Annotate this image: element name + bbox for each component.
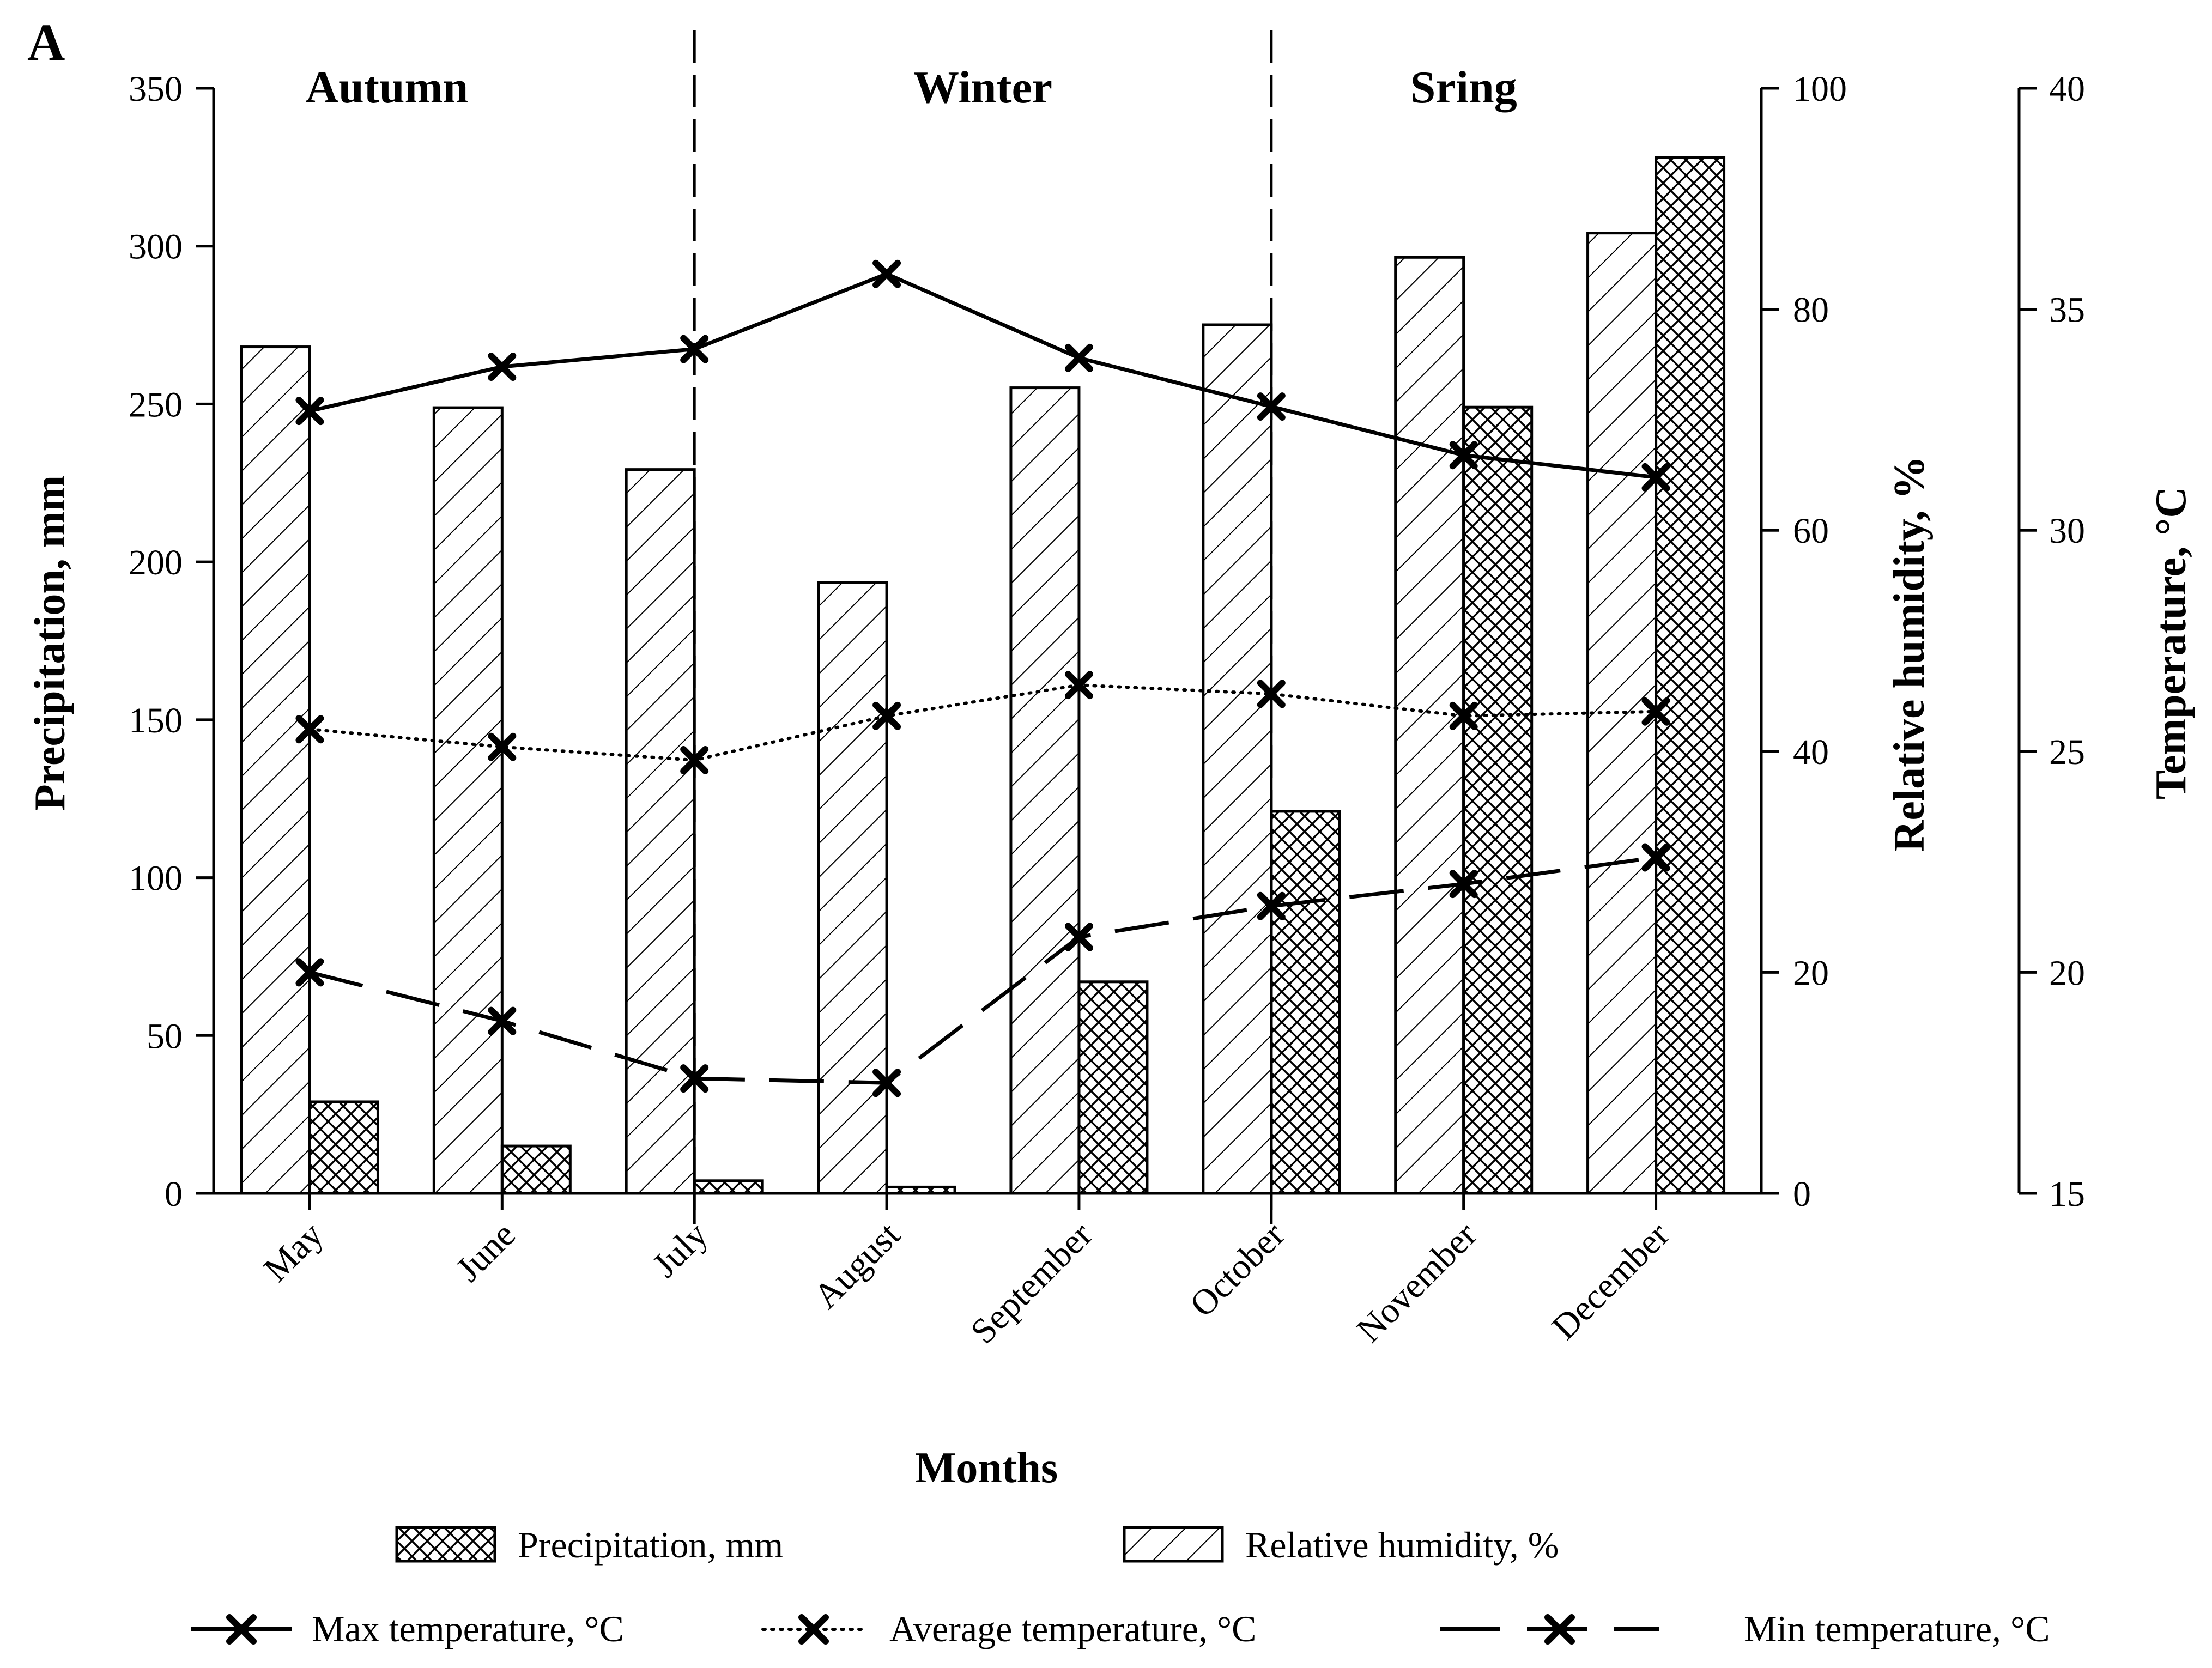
precipitation-bar-july [693, 1179, 764, 1195]
axes: 0 50 100 150 200 250 300 350 0 20 40 60 80 100 15 20 25 3… [129, 69, 2085, 1214]
marker-solid-june [488, 353, 517, 381]
marker-solid-november [1449, 441, 1478, 470]
marker-solid-may [295, 397, 324, 426]
marker-dashed-june [488, 1006, 517, 1035]
marker-solid-october [1257, 392, 1286, 421]
legend-marker-avg [798, 1614, 829, 1645]
legend-marker-max [226, 1614, 257, 1645]
precipitation-bar-september [1077, 980, 1149, 1195]
marker-dotted-may [295, 715, 324, 744]
season-label-2: Winter [913, 62, 1052, 113]
temperature-axis-tick-label-40: 40 [2049, 69, 2085, 109]
month-label-august: August [806, 1215, 907, 1316]
humidity-axis-tick-label-20: 20 [1793, 953, 1829, 993]
marker-dashed-july [680, 1064, 709, 1093]
temperature-axis-tick-label-35: 35 [2049, 290, 2085, 330]
line-dashed-temperature [309, 856, 1657, 1085]
legend-label-humidity: Relative humidity, % [1245, 1524, 1559, 1566]
precipitation-axis-tick-label-150: 150 [129, 701, 183, 741]
panel-label: A [27, 13, 65, 71]
humidity-axis-tick-label-40: 40 [1793, 732, 1829, 772]
temperature-axis-title: Temperature, °C [2147, 487, 2195, 799]
precipitation-axis-title: Precipitation, mm [26, 475, 74, 811]
month-label-december: December [1544, 1215, 1677, 1347]
marker-dotted-september [1064, 671, 1093, 700]
marker-dashed-august [872, 1069, 901, 1097]
month-label-june: June [449, 1215, 523, 1289]
humidity-axis-title: Relative humidity, % [1886, 456, 1934, 852]
precipitation-axis-tick-label-100: 100 [129, 859, 183, 899]
humidity-bar-may [240, 345, 311, 1195]
temperature-lines [295, 259, 1670, 1097]
humidity-bar-october [1202, 323, 1273, 1195]
marker-dashed-may [295, 958, 324, 987]
marker-dotted-december [1641, 697, 1670, 726]
marker-dotted-august [872, 701, 901, 730]
month-label-july: July [645, 1215, 715, 1285]
precipitation-bar-may [308, 1100, 379, 1195]
legend-swatch-humidity [1123, 1526, 1224, 1563]
humidity-axis-tick-label-80: 80 [1793, 290, 1829, 330]
month-label-october: October [1182, 1215, 1292, 1325]
humidity-bar-july [625, 468, 696, 1195]
precipitation-bars [308, 156, 1726, 1195]
humidity-bar-june [432, 406, 504, 1195]
month-label-september: September [963, 1215, 1100, 1351]
month-tick-labels: May June July August September October Novembe… [256, 1215, 1677, 1351]
marker-dashed-november [1449, 870, 1478, 899]
marker-dashed-december [1641, 843, 1670, 872]
precipitation-axis-tick-label-350: 350 [129, 69, 183, 109]
month-label-may: May [256, 1215, 331, 1289]
marker-dotted-october [1257, 680, 1286, 708]
season-labels: Autumn Winter Sring [305, 62, 1517, 113]
legend-label-avg: Average temperature, °C [889, 1608, 1257, 1649]
marker-solid-september [1064, 343, 1093, 372]
legend-label-max: Max temperature, °C [312, 1608, 624, 1649]
precipitation-bar-december [1655, 156, 1726, 1195]
line-dotted-temperature [308, 683, 1658, 762]
season-label-3: Sring [1410, 62, 1517, 113]
humidity-bars [240, 232, 1658, 1195]
month-label-november: November [1349, 1215, 1485, 1350]
season-dividers [693, 30, 1273, 1226]
legend-label-precipitation: Precipitation, mm [518, 1524, 783, 1566]
precipitation-axis-tick-label-200: 200 [129, 543, 183, 583]
marker-solid-july [680, 335, 709, 363]
marker-solid-august [872, 259, 901, 288]
temperature-axis-tick-label-25: 25 [2049, 732, 2085, 772]
legend-marker-min [1544, 1614, 1575, 1645]
marker-dotted-june [488, 732, 517, 761]
season-label-1: Autumn [305, 62, 468, 113]
humidity-axis-tick-label-100: 100 [1793, 69, 1847, 109]
humidity-bar-august [817, 581, 888, 1195]
legend: Precipitation, mm Relative humidity, % M… [191, 1524, 2050, 1649]
precipitation-bar-november [1462, 405, 1534, 1195]
temperature-axis-tick-label-15: 15 [2049, 1174, 2085, 1214]
precipitation-axis-tick-label-0: 0 [165, 1174, 183, 1214]
precipitation-axis-tick-label-50: 50 [147, 1016, 183, 1056]
humidity-axis-tick-label-60: 60 [1793, 511, 1829, 551]
marker-dotted-july [680, 746, 709, 775]
marker-dashed-september [1064, 923, 1093, 951]
humidity-axis-tick-label-0: 0 [1793, 1174, 1811, 1214]
marker-dashed-october [1257, 891, 1286, 920]
precipitation-axis-tick-label-300: 300 [129, 227, 183, 267]
precipitation-bar-october [1270, 810, 1341, 1195]
x-axis-title: Months [915, 1444, 1058, 1492]
legend-label-min: Min temperature, °C [1744, 1608, 2050, 1649]
temperature-axis-tick-label-30: 30 [2049, 511, 2085, 551]
humidity-bar-september [1009, 386, 1081, 1195]
precipitation-bar-june [500, 1144, 572, 1195]
marker-dotted-november [1449, 701, 1478, 730]
temperature-axis-tick-label-20: 20 [2049, 953, 2085, 993]
line-solid-temperature [309, 271, 1656, 480]
legend-swatch-precipitation [395, 1526, 496, 1563]
precipitation-axis-tick-label-250: 250 [129, 385, 183, 424]
marker-solid-december [1641, 463, 1670, 492]
